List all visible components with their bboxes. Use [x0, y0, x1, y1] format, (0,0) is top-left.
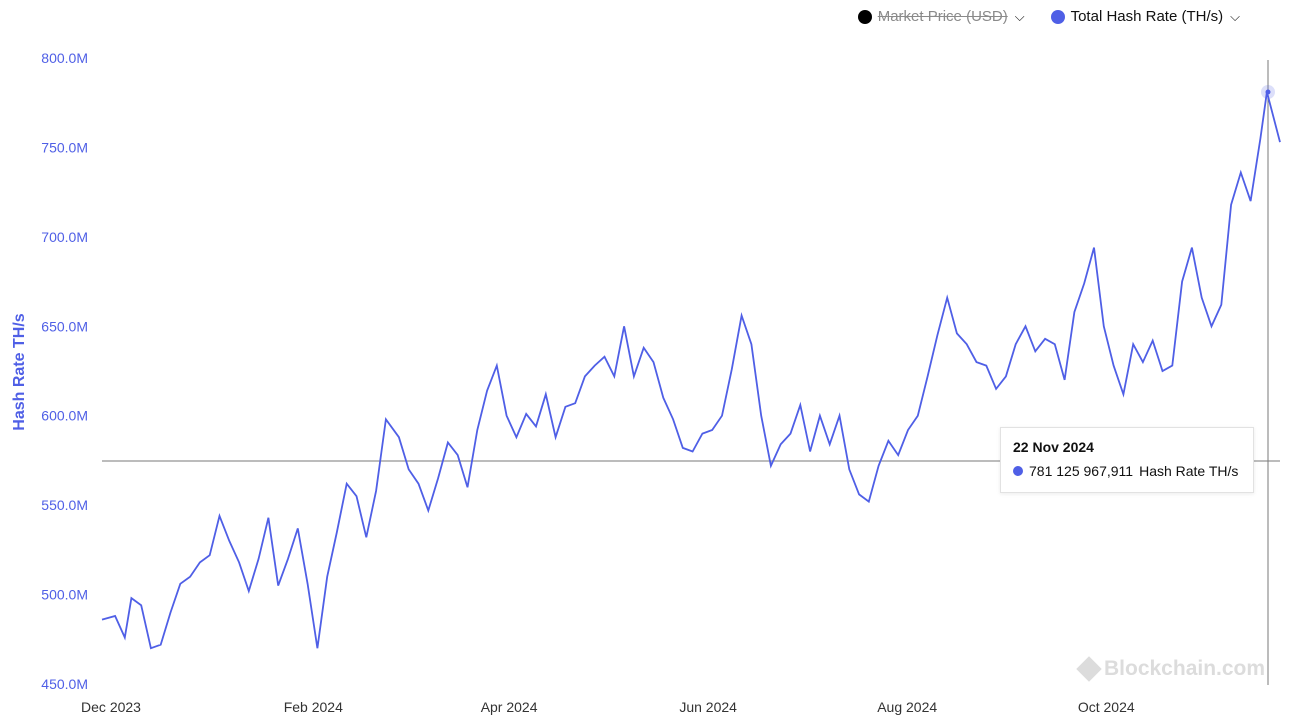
x-tick-label: Feb 2024: [284, 699, 343, 715]
legend-dot-market-price: [857, 9, 872, 24]
tooltip-series-dot: [1013, 466, 1023, 476]
y-tick-label: 650.0M: [41, 318, 88, 334]
watermark: Blockchain.com: [1076, 656, 1266, 682]
legend-label-market-price: Market Price (USD): [877, 8, 1008, 25]
y-tick-label: 550.0M: [41, 497, 88, 513]
x-tick-label: Aug 2024: [877, 699, 937, 715]
x-tick-label: Oct 2024: [1078, 699, 1135, 715]
legend-item-market-price[interactable]: Market Price (USD) ⌵: [857, 8, 1025, 25]
blockchain-logo-icon: [1076, 656, 1102, 682]
tooltip-series-name: Hash Rate TH/s: [1139, 463, 1239, 479]
y-tick-label: 750.0M: [41, 139, 88, 155]
tooltip-row: 781 125 967,911 Hash Rate TH/s: [1013, 463, 1241, 479]
hover-point: [1265, 89, 1271, 95]
watermark-text: Blockchain.com: [1104, 657, 1266, 680]
y-tick-label: 450.0M: [41, 676, 88, 692]
tooltip-date: 22 Nov 2024: [1013, 439, 1094, 455]
y-axis-label: Hash Rate TH/s: [11, 313, 28, 430]
y-tick-label: 600.0M: [41, 408, 88, 424]
chevron-down-icon[interactable]: ⌵: [1014, 8, 1025, 24]
tooltip-value: 781 125 967,911: [1029, 463, 1134, 479]
y-axis-ticks: 450.0M 500.0M 550.0M 600.0M 650.0M 700.0M 750.…: [41, 50, 88, 692]
hash-rate-series-line: [101, 91, 1281, 650]
legend-label-hash-rate: Total Hash Rate (TH/s): [1070, 8, 1224, 25]
legend-item-hash-rate[interactable]: Total Hash Rate (TH/s) ⌵: [1050, 8, 1240, 25]
legend: Market Price (USD) ⌵ Total Hash Rate (TH…: [857, 8, 1240, 25]
x-tick-label: Dec 2023: [81, 699, 141, 715]
x-tick-label: Apr 2024: [481, 699, 538, 715]
legend-dot-hash-rate: [1050, 9, 1065, 24]
y-tick-label: 500.0M: [41, 587, 88, 603]
x-axis-ticks: Dec 2023 Feb 2024 Apr 2024 Jun 2024 Aug 2024…: [81, 699, 1135, 715]
chevron-down-icon[interactable]: ⌵: [1230, 8, 1240, 24]
y-tick-label: 800.0M: [41, 50, 88, 66]
x-tick-label: Jun 2024: [679, 699, 737, 715]
y-tick-label: 700.0M: [41, 229, 88, 245]
tooltip: 22 Nov 2024 781 125 967,911 Hash Rate TH…: [1000, 427, 1254, 493]
